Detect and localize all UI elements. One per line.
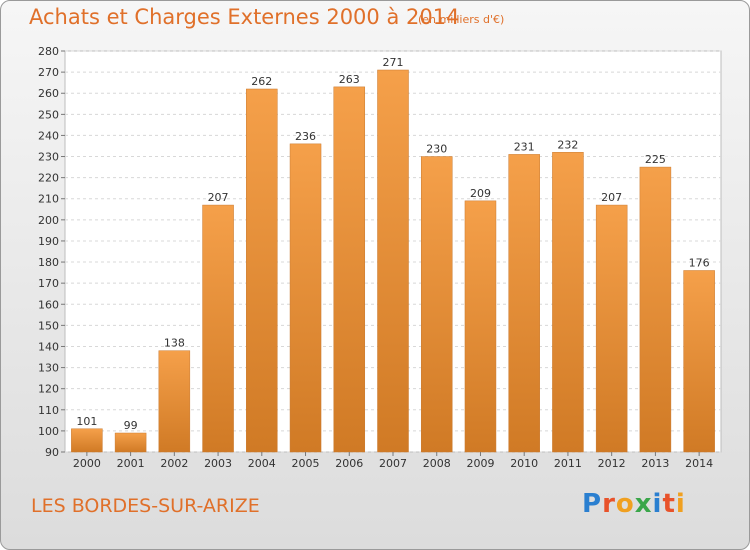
y-tick-label: 180 — [38, 256, 59, 269]
bar — [202, 204, 234, 453]
y-tick-label: 190 — [38, 235, 59, 248]
y-tick-label: 120 — [38, 383, 59, 396]
logo-letter: o — [615, 489, 635, 519]
bar — [158, 350, 191, 453]
y-tick-label: 210 — [38, 193, 59, 206]
x-tick-label: 2001 — [117, 457, 145, 470]
x-tick-label: 2003 — [204, 457, 232, 470]
y-tick-label: 230 — [38, 151, 59, 164]
x-tick-label: 2009 — [466, 457, 494, 470]
bar-value-label: 232 — [557, 138, 578, 151]
y-tick-label: 140 — [38, 340, 59, 353]
proxiti-logo[interactable]: Proxiti — [582, 489, 686, 519]
bar — [114, 432, 147, 453]
bar — [246, 88, 278, 453]
chart-subtitle: (en milliers d'€) — [418, 13, 505, 26]
x-tick-label: 2007 — [379, 457, 407, 470]
x-tick-label: 2010 — [510, 457, 538, 470]
bar-value-label: 101 — [76, 415, 97, 428]
y-tick-label: 110 — [38, 404, 59, 417]
x-tick-label: 2004 — [248, 457, 276, 470]
bar — [71, 428, 103, 453]
logo-letter: P — [582, 489, 603, 519]
bar — [552, 152, 584, 453]
bar-value-label: 231 — [514, 140, 535, 153]
logo-letter: i — [652, 489, 663, 519]
bar — [683, 270, 715, 453]
bar-value-label: 207 — [601, 191, 622, 204]
commune-name: LES BORDES-SUR-ARIZE — [31, 495, 260, 517]
x-tick-label: 2012 — [598, 457, 626, 470]
chart-title: Achats et Charges Externes 2000 à 2014 — [29, 5, 460, 29]
x-tick-label: 2014 — [685, 457, 713, 470]
y-tick-label: 260 — [38, 87, 59, 100]
y-tick-label: 220 — [38, 172, 59, 185]
x-tick-label: 2002 — [160, 457, 188, 470]
bar-value-label: 99 — [124, 419, 138, 432]
bar — [289, 143, 322, 453]
bar — [464, 200, 497, 453]
y-tick-label: 90 — [45, 446, 59, 459]
logo-letter: x — [634, 489, 653, 519]
x-tick-label: 2000 — [73, 457, 101, 470]
bar-value-label: 230 — [426, 143, 447, 156]
bar-value-label: 176 — [689, 256, 710, 269]
logo-letter: i — [675, 489, 686, 519]
x-tick-label: 2005 — [292, 457, 320, 470]
bar — [639, 166, 672, 453]
bar — [595, 204, 628, 453]
x-tick-label: 2008 — [423, 457, 451, 470]
bar-value-label: 138 — [164, 337, 185, 350]
logo-letter: r — [602, 489, 616, 519]
bar — [508, 154, 540, 453]
y-tick-label: 150 — [38, 319, 59, 332]
x-tick-label: 2006 — [335, 457, 363, 470]
y-tick-label: 270 — [38, 66, 59, 79]
bar-value-label: 271 — [383, 56, 404, 69]
y-tick-label: 100 — [38, 425, 59, 438]
y-tick-label: 280 — [38, 45, 59, 58]
x-tick-label: 2013 — [641, 457, 669, 470]
bar-value-label: 209 — [470, 187, 491, 200]
bar-value-label: 207 — [208, 191, 229, 204]
bar-value-label: 225 — [645, 153, 666, 166]
logo-letter: t — [662, 489, 676, 519]
y-tick-label: 130 — [38, 362, 59, 375]
y-tick-label: 160 — [38, 298, 59, 311]
bar — [333, 86, 366, 453]
x-tick-label: 2011 — [554, 457, 582, 470]
bar — [420, 156, 453, 453]
bar — [377, 69, 409, 453]
y-tick-label: 170 — [38, 277, 59, 290]
y-tick-label: 240 — [38, 129, 59, 142]
bar-value-label: 236 — [295, 130, 316, 143]
bar-value-label: 263 — [339, 73, 360, 86]
y-tick-label: 250 — [38, 108, 59, 121]
bar-value-label: 262 — [251, 75, 272, 88]
y-tick-label: 200 — [38, 214, 59, 227]
